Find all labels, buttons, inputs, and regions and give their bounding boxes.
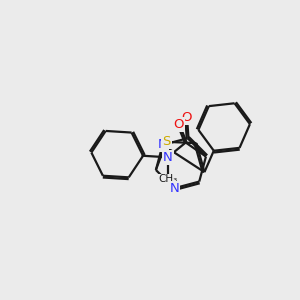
Text: CH₃: CH₃ [158,174,177,184]
Text: O: O [173,118,184,131]
Text: S: S [162,135,171,148]
Text: N: N [163,151,172,164]
Text: N: N [158,138,167,152]
Text: O: O [181,111,191,124]
Text: N: N [169,182,179,195]
